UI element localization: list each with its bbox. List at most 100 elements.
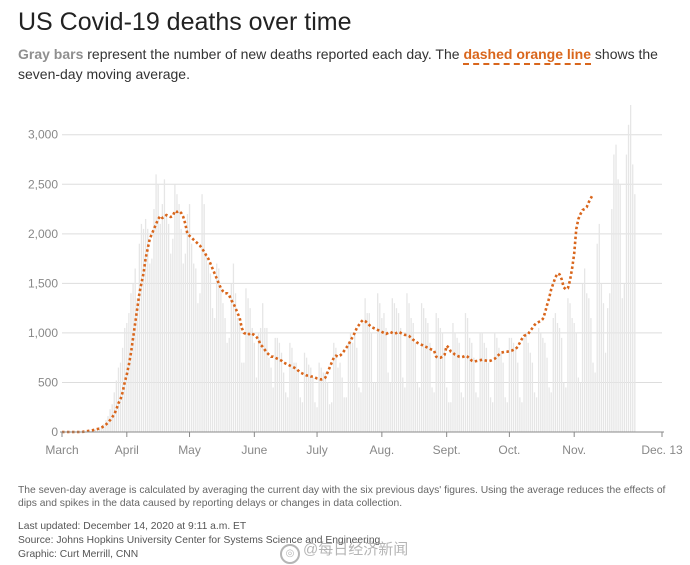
deaths-chart: 0 500 1,000 1,500 2,000 2,500 3,000 March April M… bbox=[28, 105, 683, 457]
daily-deaths-bar bbox=[124, 327, 126, 432]
daily-deaths-bar bbox=[410, 318, 412, 432]
methodology-note: The seven-day average is calculated by a… bbox=[18, 485, 666, 509]
daily-deaths-bar bbox=[538, 327, 540, 432]
daily-deaths-bar bbox=[448, 402, 450, 432]
daily-deaths-bar bbox=[216, 263, 218, 432]
daily-deaths-bar bbox=[105, 420, 107, 432]
daily-deaths-bar bbox=[285, 392, 287, 432]
daily-deaths-bar bbox=[598, 223, 600, 432]
daily-deaths-bar bbox=[195, 268, 197, 432]
daily-deaths-bar bbox=[234, 293, 237, 432]
daily-deaths-bars bbox=[82, 105, 636, 433]
daily-deaths-bar bbox=[621, 298, 623, 432]
daily-deaths-bar bbox=[623, 283, 626, 432]
daily-deaths-bar bbox=[103, 424, 105, 432]
daily-deaths-bar bbox=[590, 318, 592, 432]
daily-deaths-bar bbox=[456, 337, 458, 432]
daily-deaths-bar bbox=[362, 323, 364, 432]
y-tick-label: 0 bbox=[51, 425, 58, 439]
y-tick-label: 500 bbox=[38, 375, 58, 389]
daily-deaths-bar bbox=[253, 342, 255, 432]
daily-deaths-bar bbox=[460, 392, 462, 432]
daily-deaths-bar bbox=[433, 392, 435, 432]
graphic-credit: Graphic: Curt Merrill, CNN bbox=[18, 549, 139, 560]
daily-deaths-bar bbox=[213, 318, 216, 432]
daily-deaths-bar bbox=[193, 263, 195, 432]
daily-deaths-bar bbox=[159, 223, 161, 432]
daily-deaths-bar bbox=[573, 323, 575, 432]
daily-deaths-bar bbox=[222, 303, 224, 432]
daily-deaths-bar bbox=[387, 372, 389, 432]
daily-deaths-bar bbox=[360, 392, 362, 432]
daily-deaths-bar bbox=[289, 342, 291, 432]
daily-deaths-bar bbox=[416, 382, 419, 432]
daily-deaths-bar bbox=[170, 253, 172, 432]
daily-deaths-bar bbox=[391, 298, 393, 432]
daily-deaths-bar bbox=[324, 372, 327, 432]
daily-deaths-bar bbox=[483, 342, 485, 432]
daily-deaths-bar bbox=[322, 372, 324, 432]
daily-deaths-bar bbox=[207, 263, 209, 432]
daily-deaths-bar bbox=[149, 263, 151, 432]
daily-deaths-bar bbox=[464, 313, 467, 432]
daily-deaths-bar bbox=[431, 387, 433, 432]
daily-deaths-bar bbox=[257, 332, 260, 432]
daily-deaths-bar bbox=[190, 243, 193, 432]
daily-deaths-bar bbox=[305, 357, 308, 432]
daily-deaths-bar bbox=[249, 308, 251, 432]
daily-deaths-bar bbox=[232, 263, 235, 432]
daily-deaths-bar bbox=[349, 332, 352, 432]
x-tick-label: Aug. bbox=[370, 443, 395, 457]
x-tick-label: July bbox=[306, 443, 327, 457]
daily-deaths-bar bbox=[588, 298, 590, 432]
daily-deaths-bar bbox=[420, 303, 423, 432]
daily-deaths-bar bbox=[121, 347, 124, 432]
daily-deaths-bar bbox=[487, 362, 490, 432]
daily-deaths-bar bbox=[485, 347, 488, 432]
daily-deaths-bar bbox=[515, 347, 517, 432]
daily-deaths-bar bbox=[276, 337, 278, 432]
daily-deaths-bar bbox=[299, 397, 301, 432]
daily-deaths-bar bbox=[469, 337, 471, 432]
daily-deaths-bar bbox=[354, 332, 356, 432]
daily-deaths-bar bbox=[188, 204, 191, 432]
daily-deaths-bar bbox=[310, 367, 312, 432]
daily-deaths-bar bbox=[527, 342, 529, 432]
daily-deaths-bar bbox=[297, 372, 299, 432]
daily-deaths-bar bbox=[236, 318, 239, 432]
daily-deaths-bar bbox=[569, 303, 571, 432]
daily-deaths-bar bbox=[243, 362, 245, 432]
daily-deaths-bar bbox=[209, 273, 212, 432]
daily-deaths-bar bbox=[328, 404, 331, 432]
daily-deaths-bar bbox=[592, 362, 594, 432]
daily-deaths-bar bbox=[126, 323, 128, 432]
daily-deaths-bar bbox=[404, 387, 406, 432]
daily-deaths-bar bbox=[521, 402, 523, 432]
daily-deaths-bar bbox=[402, 377, 404, 432]
daily-deaths-bar bbox=[437, 318, 439, 432]
daily-deaths-bar bbox=[130, 293, 132, 432]
daily-deaths-bar bbox=[205, 253, 207, 432]
daily-deaths-bar bbox=[280, 352, 283, 432]
daily-deaths-bar bbox=[575, 332, 577, 432]
daily-deaths-bar bbox=[255, 377, 258, 432]
daily-deaths-bar bbox=[579, 382, 582, 432]
daily-deaths-bar bbox=[473, 357, 475, 432]
daily-deaths-bar bbox=[178, 204, 180, 432]
daily-deaths-bar bbox=[481, 332, 483, 432]
daily-deaths-bar bbox=[571, 318, 573, 432]
daily-deaths-bar bbox=[617, 179, 619, 432]
daily-deaths-bar bbox=[132, 283, 134, 432]
daily-deaths-bar bbox=[596, 243, 598, 432]
daily-deaths-bar bbox=[523, 337, 525, 432]
daily-deaths-bar bbox=[435, 313, 437, 432]
daily-deaths-bar bbox=[337, 367, 339, 432]
x-tick-label: May bbox=[178, 443, 201, 457]
daily-deaths-bar bbox=[634, 194, 636, 432]
daily-deaths-bar bbox=[339, 362, 341, 432]
daily-deaths-bar bbox=[477, 397, 479, 432]
daily-deaths-bar bbox=[220, 288, 222, 432]
daily-deaths-bar bbox=[517, 362, 519, 432]
daily-deaths-bar bbox=[163, 179, 166, 432]
daily-deaths-bar bbox=[385, 327, 387, 432]
